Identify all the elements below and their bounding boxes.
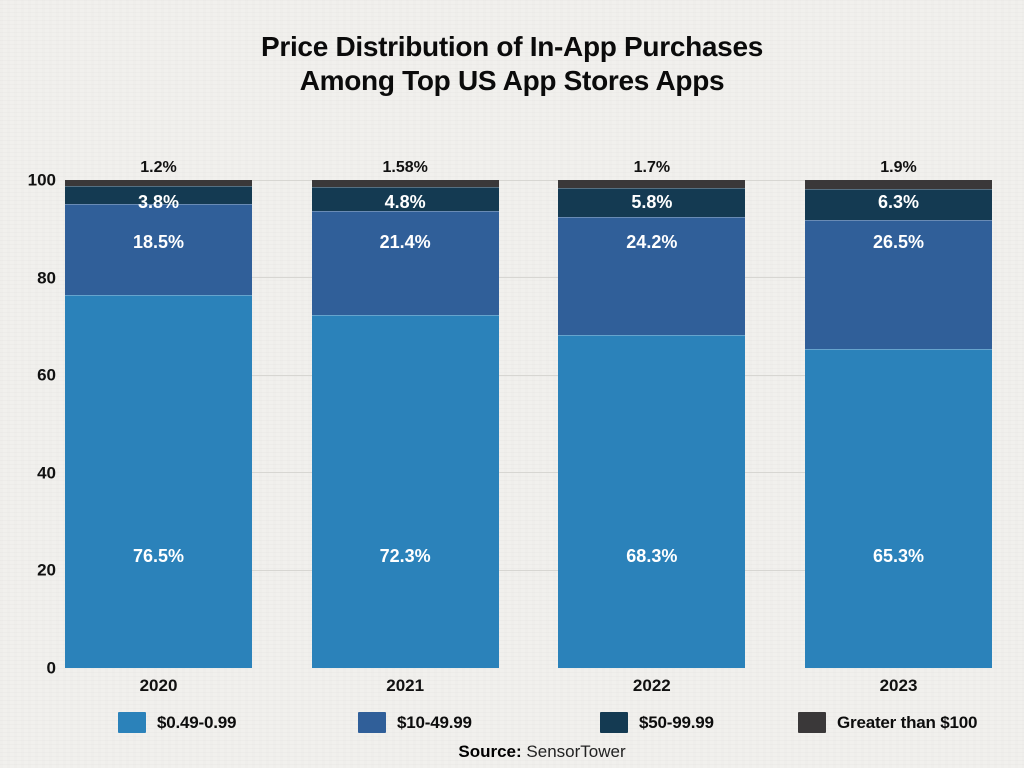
bar-value-label-2021-tier2: 21.4% [379,232,431,252]
gridline-80 [65,277,992,279]
x-axis: 2020 2021 2022 2023 [65,674,992,698]
bar-2023: 65.3% 26.5% 6.3% 1.9% [805,159,992,668]
gridline-60 [65,374,992,376]
legend-label-tier2: $10-49.99 [397,712,472,732]
bar-2021: 72.3% 21.4% 4.8% 1.58% [311,159,499,668]
source-value: SensorTower [526,742,626,761]
y-tick-label-20: 20 [37,560,56,580]
bar-value-label-2021-tier3: 4.8% [384,192,426,212]
bar-value-label-2022-tier3: 5.8% [631,192,673,212]
gridline-20 [65,569,992,571]
legend-label-tier4: Greater than $100 [837,712,978,732]
legend-swatch-tier1 [118,712,146,733]
x-tick-label-2020: 2020 [139,676,178,695]
bar-segment-2021-tier3 [311,187,499,211]
y-tick-label-40: 40 [37,463,56,483]
bar-segment-2022-tier3 [558,188,746,217]
legend-swatch-tier2 [358,712,386,733]
legend-item-price-tier-3: $50-99.99 [600,712,714,733]
bar-segment-2023-tier1 [805,349,992,668]
bar-2020: 76.5% 18.5% 3.8% 1.2% [65,159,252,668]
bar-segment-2020-tier3 [65,185,252,205]
chart-title-line2: Among Top US App Stores Apps [299,65,725,96]
bar-value-label-2021-tier1: 72.3% [379,546,431,566]
bar-value-label-2020-tier1: 76.5% [132,546,185,566]
y-tick-label-0: 0 [46,658,56,678]
x-tick-label-2021: 2021 [386,676,425,695]
legend-label-tier3: $50-99.99 [639,712,714,732]
x-tick-label-2023: 2023 [879,676,918,695]
bar-value-label-2021-tier4: 1.58% [382,159,428,176]
bar-segment-2021-tier2 [311,210,499,316]
legend-label-tier1: $0.49-0.99 [157,712,237,732]
bar-segment-2022-tier2 [558,216,746,335]
plot-area: 76.5% 18.5% 3.8% 1.2% 72.3% 21.4% 4.8% 1.58% 68.… [65,159,992,668]
bar-segment-2020-tier1 [65,294,252,668]
bar-segment-2021-tier4 [311,179,499,188]
bar-segment-2022-tier1 [558,334,746,668]
bar-value-label-2020-tier2: 18.5% [132,232,185,252]
chart-title-line1: Price Distribution of In-App Purchases [260,31,763,62]
bar-value-label-2023-tier3: 6.3% [877,192,920,212]
legend-item-price-tier-4: Greater than $100 [798,712,977,733]
bar-value-label-2020-tier3: 3.8% [137,192,180,212]
legend-swatch-tier3 [600,712,628,733]
bar-segment-2023-tier3 [805,189,992,221]
legend-item-price-tier-1: $0.49-0.99 [118,712,236,733]
bar-2022: 68.3% 24.2% 5.8% 1.7% [558,159,746,668]
chart-title: Price Distribution of In-App Purchases A… [0,30,1024,98]
bar-value-label-2022-tier1: 68.3% [626,546,678,566]
legend-item-price-tier-2: $10-49.99 [358,712,472,733]
y-tick-label-60: 60 [37,365,56,385]
bar-value-label-2023-tier2: 26.5% [872,232,925,252]
bar-segment-2023-tier4 [805,180,992,190]
bar-segment-2020-tier2 [65,204,252,295]
source-label: Source: [458,742,522,761]
bar-value-label-2022-tier4: 1.7% [633,159,671,176]
bar-value-label-2023-tier4: 1.9% [880,159,917,176]
gridline-40 [65,472,992,474]
bar-value-label-2022-tier2: 24.2% [626,232,678,252]
y-axis: 0 20 40 60 80 100 [0,172,56,677]
bar-segment-2021-tier1 [311,315,499,668]
bar-value-label-2020-tier4: 1.2% [140,159,177,176]
legend: $0.49-0.99 $10-49.99 $50-99.99 Greater t… [0,712,1024,738]
source-note: Source: SensorTower [0,742,1024,762]
bar-segment-2023-tier2 [805,220,992,350]
legend-swatch-tier4 [798,712,826,733]
x-tick-label-2022: 2022 [632,676,671,695]
bar-segment-2022-tier4 [558,180,746,189]
y-tick-label-100: 100 [27,170,56,190]
y-tick-label-80: 80 [37,268,56,288]
gridline-100 [65,179,992,181]
bar-value-label-2023-tier1: 65.3% [872,546,925,566]
bar-segment-2020-tier4 [65,180,252,186]
